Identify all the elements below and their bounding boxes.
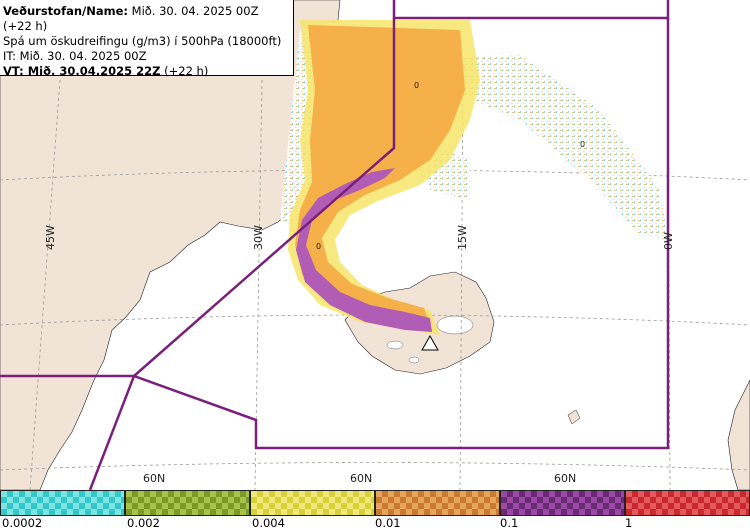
longitude-label: 15W: [456, 225, 469, 250]
legend-label: 0.01: [375, 516, 401, 530]
latitude-label: 60N: [143, 472, 165, 485]
concentration-legend: 0.0002 0.002 0.004 0.01 0.1 1: [0, 490, 750, 532]
forecast-info-box: Veðurstofan/Name: Mið. 30. 04. 2025 00Z …: [0, 0, 294, 78]
forecast-description: Spá um öskudreifingu (g/m3) í 500hPa (18…: [3, 34, 282, 48]
faroe-islands: [567, 409, 581, 425]
run-time: Mið. 30. 04. 2025 00Z (+22 h): [3, 4, 259, 33]
legend-bin: [125, 490, 250, 516]
lead-time: (+22 h): [160, 64, 209, 78]
legend-label: 0.0002: [2, 516, 43, 530]
longitude-label: 0W: [662, 232, 675, 250]
initial-time: IT: Mið. 30. 04. 2025 00Z: [3, 49, 147, 63]
latitude-label: 60N: [554, 472, 576, 485]
legend-bin: [250, 490, 375, 516]
contour-label: 0: [580, 140, 585, 149]
valid-time: VT: Mið. 30.04.2025 22Z: [3, 64, 161, 78]
legend-bin: [625, 490, 750, 516]
legend-label: 0.004: [252, 516, 285, 530]
glacier: [436, 315, 474, 335]
legend-label: 0.1: [500, 516, 519, 530]
glacier: [386, 340, 404, 350]
glacier: [408, 356, 420, 364]
volcano-icon: [421, 334, 439, 351]
legend-label: 1: [625, 516, 633, 530]
legend-bin: [500, 490, 625, 516]
longitude-label: 30W: [252, 225, 265, 250]
longitude-label: 45W: [44, 225, 57, 250]
latitude-label: 60N: [350, 472, 372, 485]
legend-bin: [0, 490, 125, 516]
legend-bin: [375, 490, 500, 516]
ash-dispersion-map: 45W 30W 15W 0W 60N 60N 60N 0 0 0: [0, 0, 750, 490]
fir-boundary: [0, 0, 670, 490]
contour-label: 0: [316, 242, 321, 251]
norway-land: [727, 379, 750, 490]
contour-label: 0: [414, 81, 419, 90]
ash-high-concentration: [296, 168, 432, 332]
agency-label: Veðurstofan/Name:: [3, 4, 128, 18]
legend-label: 0.002: [127, 516, 160, 530]
